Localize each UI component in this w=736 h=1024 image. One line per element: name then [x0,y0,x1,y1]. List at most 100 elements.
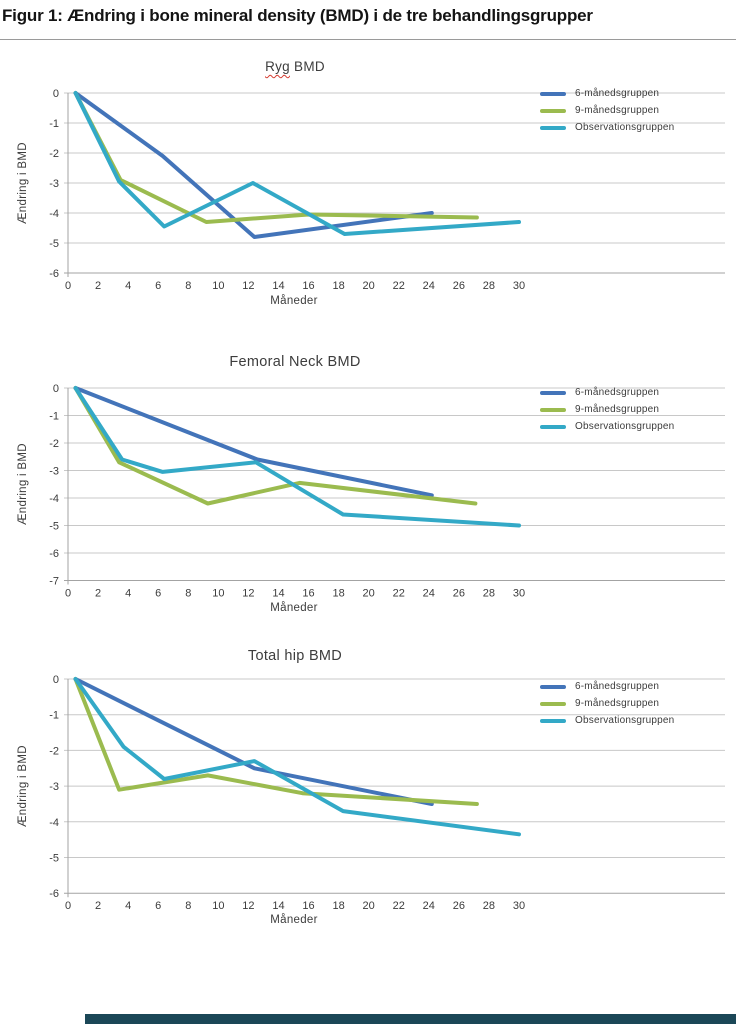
plot-area: 0-1-2-3-4-5-60 2 4 6 8 10 12 14 16 18 20 22 24 26 28 30 [49,674,725,912]
x-tick-label: 24 [423,900,435,912]
x-tick-label: 10 [212,588,224,600]
legend-swatch-line-icon [540,390,566,395]
x-tick-label: 26 [453,900,465,912]
y-tick-label: -5 [49,853,59,865]
x-tick-label: 4 [125,900,131,912]
y-tick-label: 0 [53,674,59,686]
legend-label: 6-månedsgruppen [575,681,660,692]
x-tick-label: 8 [185,280,191,292]
legend-item: 9-månedsgruppen [540,401,730,418]
x-tick-label: 14 [272,588,284,600]
chart-title-misspelled-word: Ryg [265,59,290,74]
x-tick-label: 6 [155,588,161,600]
chart-title: Ryg BMD [0,59,590,74]
x-tick-label: 6 [155,280,161,292]
legend-label: 9-månedsgruppen [575,404,660,415]
y-tick-label: -4 [49,208,59,220]
x-tick-label: 4 [125,588,131,600]
chart-femoral-neck-bmd: Femoral Neck BMD Ændring i BMD 0 -1 -2 -3 -4… [0,348,736,628]
legend: 6-månedsgruppen 9-månedsgruppen Observat… [540,384,730,435]
x-tick-label: 22 [393,900,405,912]
x-tick-label: 20 [363,900,375,912]
x-tick-label: 2 [95,588,101,600]
x-tick-label: 10 [212,280,224,292]
legend-item: 6-månedsgruppen [540,678,730,695]
x-tick-label: 30 [513,280,525,292]
x-tick-label: 26 [453,280,465,292]
legend-item: Observationsgruppen [540,119,730,136]
x-axis-title: Måneder [270,295,318,307]
y-tick-label: -4 [49,493,59,505]
bottom-bar [85,1014,736,1024]
series-line-6-månedsgruppen [73,386,434,498]
x-tick-label: 22 [393,588,405,600]
x-tick-label: 10 [212,900,224,912]
legend-swatch-line-icon [540,718,566,723]
y-tick-label: -3 [49,466,59,478]
legend-item: 6-månedsgruppen [540,85,730,102]
legend-label: 9-månedsgruppen [575,105,660,116]
legend: 6-månedsgruppen 9-månedsgruppen Observat… [540,678,730,729]
x-tick-label: 16 [302,588,314,600]
y-tick-label: -7 [49,576,59,588]
legend-item: 6-månedsgruppen [540,384,730,401]
x-tick-label: 24 [423,588,435,600]
legend-item: Observationsgruppen [540,712,730,729]
x-tick-label: 12 [242,280,254,292]
x-axis-title: Måneder [270,914,318,926]
y-tick-label: -1 [49,118,59,130]
legend-label: 6-månedsgruppen [575,88,660,99]
series-line-9-månedsgruppen [73,677,479,806]
x-tick-label: 14 [272,900,284,912]
figure-title: Figur 1: Ændring i bone mineral density … [2,6,593,25]
x-tick-label: 0 [65,588,71,600]
legend-swatch-line-icon [540,424,566,429]
x-tick-label: 8 [185,900,191,912]
y-tick-label: -5 [49,521,59,533]
legend-swatch-line-icon [540,407,566,412]
legend-label: Observationsgruppen [575,715,675,726]
y-tick-label: -4 [49,817,59,829]
plot-area: 0-1-2-3-4-5-6-70 2 4 6 8 10 12 14 16 18 20 22 24 26 28… [49,383,725,600]
x-tick-label: 30 [513,900,525,912]
x-tick-label: 20 [363,280,375,292]
y-tick-label: -5 [49,238,59,250]
y-tick-label: -6 [49,548,59,560]
x-tick-label: 8 [185,588,191,600]
x-tick-label: 2 [95,280,101,292]
y-tick-label: -2 [49,745,59,757]
series-line-9-månedsgruppen [73,91,479,224]
x-tick-label: 26 [453,588,465,600]
y-tick-label: -3 [49,781,59,793]
x-axis-title: Måneder [270,602,318,614]
x-tick-label: 18 [332,588,344,600]
y-tick-label: -6 [49,268,59,280]
x-tick-label: 12 [242,900,254,912]
y-tick-label: -1 [49,710,59,722]
y-tick-label: -2 [49,148,59,160]
legend-label: Observationsgruppen [575,122,675,133]
series-line-6-månedsgruppen [73,91,434,239]
y-tick-label: -1 [49,411,59,423]
legend-label: 9-månedsgruppen [575,698,660,709]
title-divider [0,39,736,40]
y-tick-label: 0 [53,88,59,100]
chart-ryg-bmd: Ryg BMD Ændring i BMD 0 -1 -2 -3 -4 -5 -6 0 2 4 6 8… [0,55,736,348]
x-tick-label: 18 [332,900,344,912]
x-tick-label: 6 [155,900,161,912]
legend-swatch-line-icon [540,684,566,689]
legend-item: Observationsgruppen [540,418,730,435]
x-tick-label: 30 [513,588,525,600]
x-tick-label: 0 [65,280,71,292]
y-tick-label: 0 [53,383,59,395]
x-tick-label: 22 [393,280,405,292]
x-tick-label: 2 [95,900,101,912]
chart-total-hip-bmd: Total hip BMD Ændring i BMD 0 -1 -2 -3 -4 -5-… [0,640,736,935]
x-tick-label: 24 [423,280,435,292]
chart-title-rest: BMD [289,59,325,74]
y-tick-label: -2 [49,438,59,450]
series-line-Observationsgruppen [73,91,521,236]
y-tick-label: -6 [49,888,59,900]
x-tick-label: 14 [272,280,284,292]
